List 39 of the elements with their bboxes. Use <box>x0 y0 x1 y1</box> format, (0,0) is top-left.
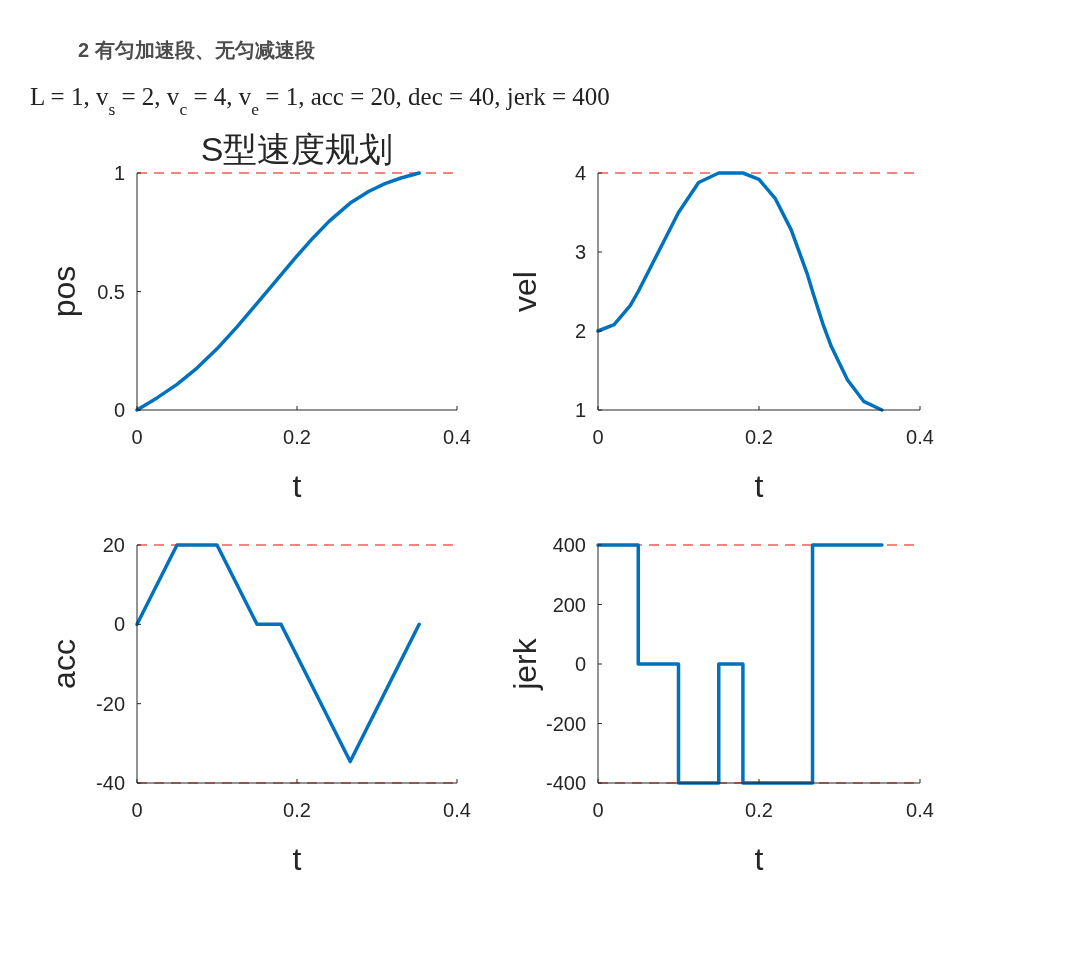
y-axis-title: pos <box>46 265 82 318</box>
x-tick-label: 0.2 <box>283 426 311 448</box>
y-tick-label: 0 <box>113 399 125 421</box>
x-axis-title: t <box>754 841 764 877</box>
y-tick-label: 1 <box>113 162 125 184</box>
y-tick-label: 0 <box>574 653 586 675</box>
y-tick-label: 2 <box>574 320 586 342</box>
y-axis-title: jerk <box>507 637 543 691</box>
x-tick-label: 0 <box>592 799 604 821</box>
x-axis-title: t <box>754 468 764 504</box>
text: L = 1, v$_{s}$ = 2, v$_{c}$ = 4, v$_{e}$ = 1, acc = 20, dec = 40, jerk = 400 <box>30 83 610 119</box>
x-tick-label: 0.4 <box>443 799 471 821</box>
y-tick-label: 0.5 <box>97 280 125 303</box>
x-tick-label: 0.2 <box>745 799 773 821</box>
x-axis-title: t <box>292 468 302 504</box>
y-tick-label: 20 <box>102 534 125 556</box>
text: 2 有匀加速段、无匀减速段 <box>78 39 316 61</box>
x-tick-label: 0.2 <box>283 799 311 821</box>
y-tick-label: 400 <box>552 534 586 556</box>
y-tick-label: -20 <box>96 692 125 715</box>
y-tick-label: 4 <box>574 162 586 184</box>
y-axis-title: acc <box>46 639 82 689</box>
x-tick-label: 0 <box>131 799 143 821</box>
y-tick-label: -400 <box>545 772 586 794</box>
y-tick-label: 3 <box>574 241 586 263</box>
y-tick-label: 0 <box>113 613 125 636</box>
x-tick-label: 0 <box>131 426 143 448</box>
x-tick-label: 0.4 <box>906 426 934 448</box>
x-tick-label: 0.2 <box>745 426 773 448</box>
chart-title: S型速度规划 <box>200 130 394 168</box>
x-tick-label: 0.4 <box>443 426 471 448</box>
y-tick-label: 200 <box>552 593 586 616</box>
x-axis-title: t <box>292 841 302 877</box>
x-tick-label: 0.4 <box>906 799 934 821</box>
y-tick-label: -40 <box>96 772 125 794</box>
y-tick-label: -200 <box>545 712 586 735</box>
y-tick-label: 1 <box>574 399 586 421</box>
x-tick-label: 0 <box>592 426 604 448</box>
y-axis-title: vel <box>507 271 543 312</box>
